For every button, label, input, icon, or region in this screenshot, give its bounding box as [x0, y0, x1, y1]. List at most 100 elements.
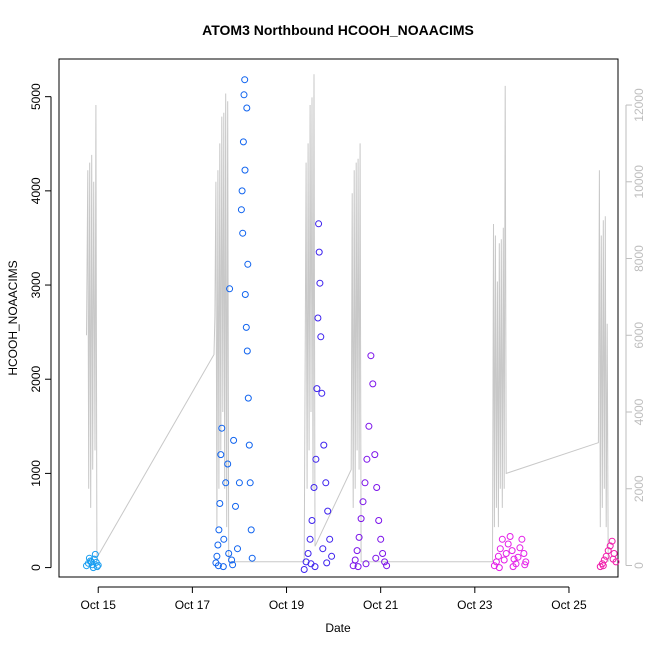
data-point — [313, 385, 321, 393]
data-point — [328, 552, 336, 560]
x-tick-label: Oct 19 — [269, 598, 305, 612]
data-point — [514, 553, 522, 561]
data-point — [510, 555, 518, 563]
data-point — [93, 563, 101, 571]
data-point — [91, 550, 99, 558]
data-point — [353, 547, 361, 555]
data-point — [365, 422, 373, 430]
y-tick-label: 3000 — [29, 271, 43, 298]
data-point — [316, 279, 324, 287]
data-point — [241, 291, 249, 298]
x-tick-label: Oct 17 — [175, 598, 211, 612]
data-point — [369, 380, 377, 388]
data-point — [521, 561, 529, 569]
data-point — [354, 563, 362, 571]
data-point — [224, 460, 232, 468]
x-tick-label: Oct 25 — [551, 598, 587, 612]
data-point — [606, 542, 614, 550]
data-point — [314, 314, 322, 322]
data-point — [362, 560, 370, 568]
data-point — [315, 220, 323, 228]
data-point — [239, 229, 247, 237]
data-point — [229, 561, 237, 569]
data-point — [245, 441, 253, 449]
data-point — [234, 545, 241, 553]
data-point — [243, 347, 251, 355]
data-point — [241, 76, 249, 84]
data-point — [214, 541, 222, 549]
data-point — [217, 451, 225, 459]
data-point — [322, 479, 330, 487]
y-tick-label: 0 — [29, 564, 43, 571]
data-point — [516, 544, 524, 552]
data-point — [508, 547, 516, 555]
data-point — [326, 535, 334, 543]
data-point — [213, 552, 221, 560]
y2-tick-label: 2000 — [632, 475, 646, 502]
data-point — [306, 535, 314, 543]
data-point — [318, 389, 326, 397]
y-tick-label: 2000 — [29, 366, 43, 393]
data-point — [363, 455, 371, 463]
data-point — [500, 556, 508, 564]
y2-tick-label: 12000 — [632, 88, 646, 122]
data-point — [609, 555, 617, 563]
y-tick-label: 5000 — [29, 83, 43, 110]
y2-tick-label: 0 — [632, 562, 646, 569]
data-point — [375, 517, 383, 524]
y-tick-label: 4000 — [29, 177, 43, 204]
data-point — [355, 533, 363, 541]
data-point — [372, 554, 380, 562]
data-point — [359, 498, 367, 506]
data-point — [324, 507, 332, 515]
data-point — [504, 540, 512, 548]
y-tick-label: 1000 — [29, 460, 43, 487]
data-point — [610, 550, 618, 557]
data-point — [502, 550, 510, 557]
y2-tick-label: 4000 — [632, 398, 646, 425]
data-point — [232, 502, 239, 510]
data-point — [243, 104, 251, 112]
data-point — [509, 563, 517, 571]
data-point — [315, 248, 323, 256]
data-point — [498, 535, 506, 543]
points-layer — [83, 76, 620, 573]
secondary-series-line — [86, 74, 609, 563]
data-point — [351, 556, 359, 564]
data-point — [304, 550, 312, 557]
data-point — [300, 566, 308, 573]
data-point — [247, 526, 255, 534]
data-point — [237, 206, 245, 214]
data-point — [219, 563, 227, 571]
data-point — [218, 424, 226, 432]
data-point — [608, 537, 616, 545]
data-point — [323, 559, 331, 567]
data-point — [85, 554, 93, 562]
data-point — [310, 484, 318, 491]
data-point — [242, 323, 250, 331]
data-point — [522, 558, 530, 566]
y-axis-label: HCOOH_NOAACIMS — [6, 260, 20, 375]
data-point — [361, 479, 369, 487]
data-point — [496, 545, 504, 553]
data-point — [239, 138, 247, 146]
chart-title: ATOM3 Northbound HCOOH_NOAACIMS — [202, 22, 474, 38]
data-point — [308, 517, 316, 524]
data-point — [383, 562, 391, 570]
y2-tick-label: 6000 — [632, 322, 646, 349]
data-point — [248, 554, 256, 562]
x-tick-label: Oct 23 — [457, 598, 493, 612]
data-point — [240, 91, 248, 99]
data-point — [371, 451, 379, 459]
data-point — [506, 533, 514, 540]
data-point — [89, 564, 97, 572]
x-tick-label: Oct 21 — [363, 598, 399, 612]
data-point — [520, 550, 528, 557]
data-point — [244, 394, 252, 402]
y2-tick-label: 10000 — [632, 165, 646, 199]
data-point — [244, 260, 252, 268]
data-point — [230, 436, 238, 444]
plot-box — [58, 58, 619, 578]
data-point — [373, 484, 381, 491]
